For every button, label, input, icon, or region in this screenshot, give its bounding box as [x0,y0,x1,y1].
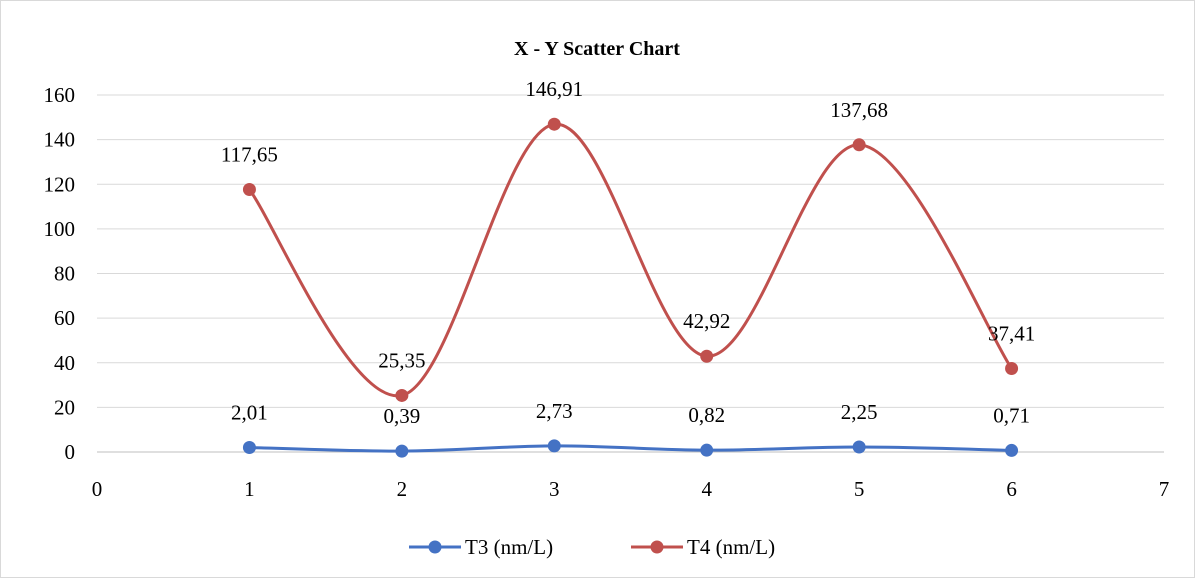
data-point-t4 [700,349,714,363]
x-tick-label: 4 [701,477,712,501]
data-point-t3 [852,440,866,454]
series-line-t4 [248,122,1013,398]
data-label-t4: 117,65 [221,142,278,166]
x-tick-label: 2 [397,477,408,501]
x-tick-label: 5 [854,477,865,501]
data-label-t4: 25,35 [378,348,425,372]
data-point-t4 [547,117,561,131]
data-label-t4: 137,68 [830,98,888,122]
axis-layer: 0 20 40 60 80 100 120 140 160 0 1 2 3 4 5 6 7 [44,83,1170,501]
data-point-t4 [852,138,866,152]
data-point-t3 [547,439,561,453]
data-point-t3 [1005,443,1019,457]
data-point-t4 [1005,362,1019,376]
chart-title: X - Y Scatter Chart [514,38,680,60]
series-layer [242,117,1019,458]
legend-swatch-marker [428,540,442,554]
y-tick-label: 0 [65,440,76,464]
data-label-t3: 2,73 [536,399,573,423]
data-point-t3 [395,444,409,458]
x-tick-label: 6 [1006,477,1017,501]
y-tick-label: 20 [54,395,75,419]
data-label-t4: 42,92 [683,309,730,333]
data-point-t4 [395,388,409,402]
legend-label: T3 (nm/L) [465,535,553,559]
data-label-t3: 0,82 [688,403,725,427]
legend-swatch-marker [650,540,664,554]
legend-item-t4[interactable]: T4 (nm/L) [631,535,775,559]
x-tick-label: 0 [92,477,103,501]
data-label-t3: 0,71 [993,403,1030,427]
y-tick-label: 140 [44,128,76,152]
data-label-t4: 37,41 [988,322,1035,346]
legend-label: T4 (nm/L) [687,535,775,559]
data-point-t3 [700,443,714,457]
x-tick-label: 1 [244,477,255,501]
legend[interactable]: T3 (nm/L) T4 (nm/L) [409,535,775,559]
y-tick-label: 60 [54,306,75,330]
data-point-t3 [242,441,256,455]
y-tick-label: 120 [44,172,76,196]
series-line-t3 [249,444,1012,453]
y-tick-label: 80 [54,262,75,286]
data-point-t4 [242,182,256,196]
legend-item-t3[interactable]: T3 (nm/L) [409,535,553,559]
data-label-layer: 2,01 0,39 2,73 0,82 2,25 0,71 117,65 25,35 146,9… [221,77,1035,428]
y-tick-label: 40 [54,351,75,375]
x-tick-label: 7 [1159,477,1170,501]
x-tick-label: 3 [549,477,560,501]
grid-layer [97,94,1164,408]
data-label-t3: 2,25 [841,400,878,424]
y-tick-label: 100 [44,217,76,241]
data-label-t3: 2,01 [231,401,268,425]
data-label-t3: 0,39 [383,404,420,428]
data-label-t4: 146,91 [525,77,583,101]
y-tick-label: 160 [44,83,76,107]
